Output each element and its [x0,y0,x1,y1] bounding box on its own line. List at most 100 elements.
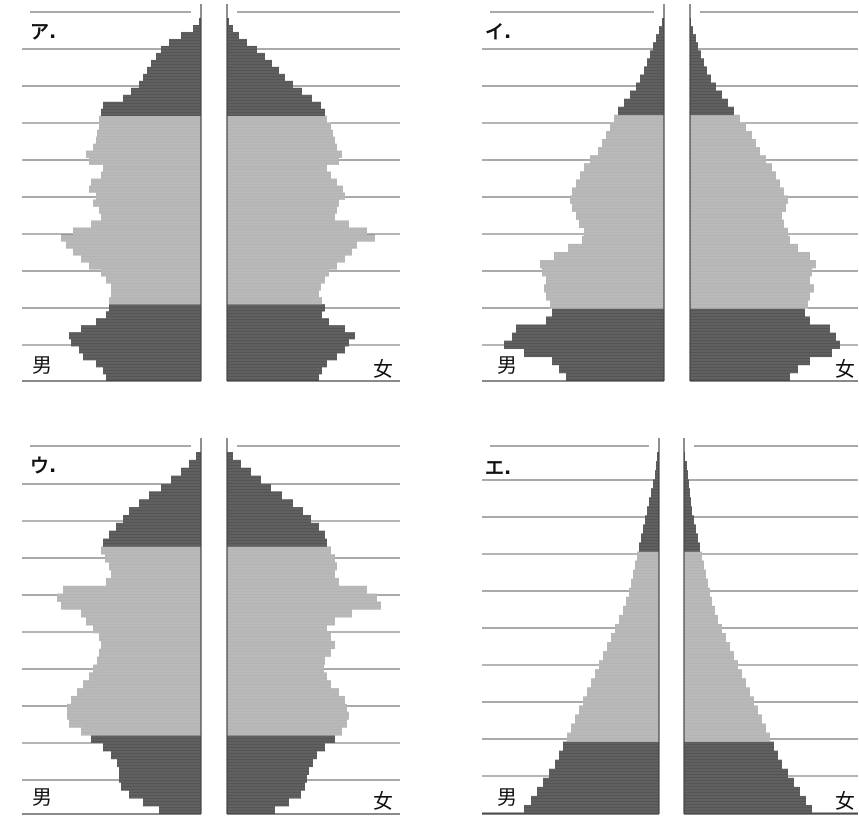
male-label-e: 男 [497,785,517,809]
pyramid-panel-i: イ. 男 女 [482,4,858,382]
female-bar [684,506,692,516]
female-bar [227,617,335,626]
male-bar [96,360,201,368]
male-bar [630,90,664,99]
male-bar [656,461,659,471]
female-bar [227,656,325,665]
male-bar [189,459,201,469]
female-bar [684,741,774,751]
female-bar [690,74,711,83]
male-bar [96,192,201,200]
female-bar [690,114,740,124]
female-bar [227,18,229,26]
female-bar [227,711,349,720]
female-bar [227,171,331,179]
female-bar [690,251,810,261]
female-bar [227,625,327,634]
female-bar [684,768,788,779]
male-bar [83,353,201,361]
female-label-e: 女 [835,789,855,813]
female-bar [690,268,812,277]
female-bar [690,260,816,269]
male-bar [575,714,659,724]
female-bar [227,782,305,791]
male-bar [649,497,659,507]
female-bar [227,766,309,775]
male-bar [86,150,201,158]
male-label-u: 男 [32,785,52,809]
female-bar [227,530,325,539]
male-bar [579,705,659,715]
male-bar [71,695,201,705]
female-bar [690,364,798,374]
female-bar [684,560,704,570]
female-bar [227,129,333,137]
male-bar [139,499,201,508]
female-bar [227,601,381,610]
female-bar [227,122,331,130]
male-bar [106,311,201,319]
male-bar [579,219,664,229]
male-bar [169,38,201,47]
male-bar [99,633,201,642]
female-bar [684,524,696,534]
female-bar [684,497,691,507]
female-bar [227,374,319,382]
male-bar [109,297,201,305]
male-label-i: 男 [497,353,517,377]
female-bar [227,136,335,144]
female-bar [227,633,331,642]
female-bar [227,735,335,744]
female-bar [227,255,345,263]
male-bar [93,625,201,634]
male-bar [572,187,664,196]
female-bar [684,678,746,688]
male-bar [624,98,664,108]
male-bar [572,203,664,212]
male-bar [552,356,664,366]
female-bar [227,101,321,110]
female-bar [227,577,339,587]
male-bar [67,711,201,720]
female-bar [227,318,329,326]
male-bar [181,467,201,476]
male-bar [63,585,201,594]
female-bar [690,122,746,132]
male-bar [662,18,664,27]
female-bar [227,688,339,697]
female-bar [684,705,758,715]
male-bar [156,52,201,61]
male-bar [582,235,664,245]
male-bar [96,318,201,326]
female-bar [227,178,337,186]
female-bar [227,80,293,89]
male-bar [111,290,201,298]
female-bar [690,316,810,325]
female-bar [227,719,347,728]
female-bar [227,304,325,312]
female-bar [227,475,261,484]
female-bar [227,680,331,689]
male-bar [647,506,659,516]
male-bar [552,308,664,317]
female-bar [227,483,271,492]
male-bar [546,316,664,325]
male-bar [196,452,201,461]
male-bar [645,515,659,525]
male-bar [61,234,201,242]
male-bar [93,143,201,151]
male-bar [99,206,201,214]
female-bar [684,750,778,760]
female-bar [227,727,342,736]
male-bar [121,782,201,791]
female-bar [690,348,832,358]
female-bar [684,696,754,706]
male-bar [591,678,659,688]
male-bar [106,577,201,587]
male-bar [77,688,201,697]
male-bar [67,703,201,712]
male-bar [91,220,201,228]
male-bar [106,276,201,284]
female-bar [684,786,800,797]
male-bar [99,648,201,657]
